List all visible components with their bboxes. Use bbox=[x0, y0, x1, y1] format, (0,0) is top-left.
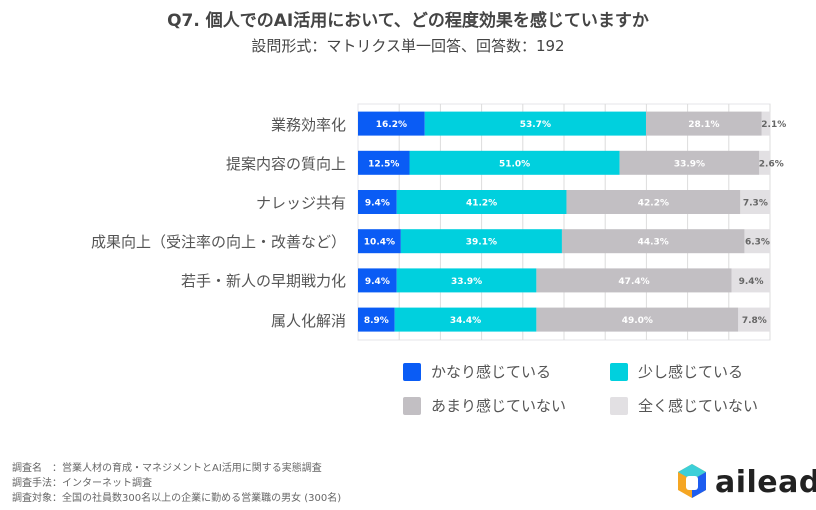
data-label: 41.2% bbox=[466, 199, 497, 209]
category-label: 属人化解消 bbox=[270, 311, 346, 330]
legend-swatch bbox=[403, 396, 421, 415]
legend-item-2: あまり感じていない bbox=[403, 395, 566, 416]
bar-segment bbox=[424, 111, 646, 136]
category-label: 若手・新人の早期戦力化 bbox=[180, 272, 346, 291]
bar-segment bbox=[738, 307, 771, 332]
category-label: 提案内容の質向上 bbox=[225, 154, 346, 173]
chart-subtitle: 設問形式：マトリクス単一回答、回答数：192 bbox=[251, 37, 565, 55]
chart-title: Q7. 個人でのAI活用において、どの程度効果を感じていますか bbox=[167, 11, 649, 31]
data-label: 28.1% bbox=[688, 120, 719, 130]
data-label: 42.2% bbox=[638, 199, 669, 209]
bar-segment bbox=[358, 307, 395, 332]
footer-survey-name: 調査名 ：営業人材の育成・マネジメントとAI活用に関する実態調査 bbox=[12, 463, 322, 474]
bar-segment bbox=[358, 111, 425, 136]
bar-segment bbox=[566, 190, 741, 214]
legend-label: あまり感じていない bbox=[431, 397, 567, 415]
bar-segment bbox=[358, 190, 397, 214]
data-label: 44.3% bbox=[638, 238, 669, 248]
logo-text: ailead bbox=[715, 464, 816, 500]
data-label: 34.4% bbox=[450, 316, 481, 326]
data-label: 9.4% bbox=[739, 277, 764, 287]
data-label: 53.7% bbox=[520, 120, 551, 130]
bar-segment bbox=[536, 268, 732, 293]
data-label: 7.8% bbox=[742, 316, 767, 326]
data-label: 39.1% bbox=[466, 238, 497, 248]
bar-segment bbox=[358, 150, 410, 175]
bar-segment bbox=[761, 111, 771, 136]
data-label: 9.4% bbox=[365, 277, 390, 287]
data-label: 12.5% bbox=[368, 159, 399, 169]
bar-segment bbox=[740, 190, 771, 214]
footer-survey-method: 調査手法：インターネット調査 bbox=[12, 478, 152, 489]
bar-segment bbox=[409, 150, 620, 175]
bar-segment bbox=[731, 268, 771, 293]
bar-segment bbox=[400, 229, 562, 254]
legend-item-0: かなり感じている bbox=[403, 361, 551, 382]
data-label: 8.9% bbox=[364, 316, 389, 326]
data-label: 2.6% bbox=[759, 159, 784, 169]
legend-swatch bbox=[403, 362, 421, 381]
ailead-logo: ailead bbox=[675, 462, 816, 502]
category-label: 業務効率化 bbox=[270, 115, 346, 134]
category-label: ナレッジ共有 bbox=[255, 194, 346, 212]
bar-segment bbox=[536, 307, 739, 332]
footer-survey-target: 調査対象：全国の社員数300名以上の企業に勤める営業職の男女 (300名) bbox=[12, 493, 342, 504]
data-label: 33.9% bbox=[451, 277, 482, 287]
bar-segment bbox=[358, 229, 401, 254]
data-label: 7.3% bbox=[743, 199, 768, 209]
legend-label: かなり感じている bbox=[431, 363, 552, 381]
legend-item-3: 全く感じていない bbox=[610, 395, 758, 416]
data-label: 6.3% bbox=[745, 238, 770, 248]
logo-icon bbox=[678, 464, 706, 498]
data-label: 9.4% bbox=[365, 199, 390, 209]
data-label: 2.1% bbox=[761, 120, 786, 130]
data-label: 47.4% bbox=[618, 277, 649, 287]
bar-segment bbox=[394, 307, 537, 332]
data-label: 49.0% bbox=[622, 316, 653, 326]
bar-segment bbox=[645, 111, 762, 136]
bar-segment bbox=[396, 268, 537, 293]
legend-item-1: 少し感じている bbox=[610, 361, 743, 382]
category-label: 成果向上（受注率の向上・改善など） bbox=[90, 233, 346, 252]
bar-segment bbox=[744, 229, 771, 254]
bar-segment bbox=[759, 150, 770, 175]
bar-segment bbox=[561, 229, 745, 254]
data-label: 16.2% bbox=[376, 120, 407, 130]
legend-label: 全く感じていない bbox=[638, 397, 759, 415]
bar-segment bbox=[396, 190, 567, 214]
legend-label: 少し感じている bbox=[638, 363, 744, 381]
legend-swatch bbox=[610, 396, 628, 415]
bar-segment bbox=[619, 150, 760, 175]
data-label: 10.4% bbox=[364, 238, 395, 248]
data-label: 51.0% bbox=[499, 159, 530, 169]
legend-swatch bbox=[610, 362, 628, 381]
data-label: 33.9% bbox=[674, 159, 705, 169]
bar-segment bbox=[358, 268, 397, 293]
